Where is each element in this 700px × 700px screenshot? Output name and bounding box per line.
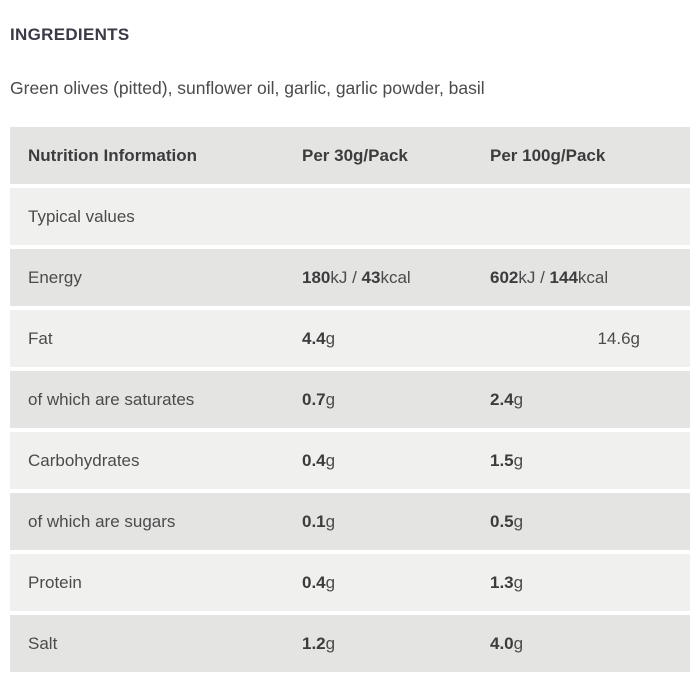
value-number: 2.4 <box>490 389 514 409</box>
row-label: Salt <box>28 633 58 653</box>
value-unit: g <box>325 633 336 653</box>
row-label: of which are sugars <box>28 511 176 531</box>
value-per100: 1.3g <box>490 573 690 593</box>
value-per30: 1.2g <box>302 634 490 654</box>
value-number: 144 <box>549 267 578 287</box>
value-number: 0.4 <box>302 572 326 592</box>
row-label: of which are saturates <box>28 389 195 409</box>
value-unit: g <box>325 389 336 409</box>
column-header-per-30g-pack: Per 30g/Pack <box>302 145 408 165</box>
value-unit: kcal <box>577 267 609 287</box>
value-per30: 0.4g <box>302 573 490 593</box>
value-unit: g <box>325 328 336 348</box>
value-unit: g <box>325 572 336 592</box>
value-per100: 0.5g <box>490 512 690 532</box>
row-label: Fat <box>28 328 53 348</box>
value-unit: g <box>325 511 336 531</box>
value-per30: 180kJ / 43kcal <box>302 268 490 288</box>
table-body: Typical values Energy 180kJ / 43kcal 602kJ … <box>10 188 690 672</box>
value-number: 4.4 <box>302 328 326 348</box>
value-per100: 14.6g <box>490 329 690 349</box>
value-unit: g <box>513 450 524 470</box>
value-unit: kcal <box>380 267 411 287</box>
table-row: Energy 180kJ / 43kcal 602kJ / 144kcal <box>10 249 690 306</box>
value-number: 180 <box>302 267 331 287</box>
column-header-nutrition-information: Nutrition Information <box>28 145 198 165</box>
value-number: 0.4 <box>302 450 326 470</box>
value-per100: 602kJ / 144kcal <box>490 268 690 288</box>
value-number: 602 <box>490 267 519 287</box>
value-per30: 4.4g <box>302 329 490 349</box>
table-row: Protein 0.4g 1.3g <box>10 554 690 611</box>
value-unit: kJ / <box>518 267 550 287</box>
value-per30: 0.4g <box>302 451 490 471</box>
row-label: Energy <box>28 267 82 287</box>
value-number: 43 <box>361 267 381 287</box>
value-number: 1.3 <box>490 572 514 592</box>
value-per100: 2.4g <box>490 390 690 410</box>
value-number: 0.7 <box>302 389 326 409</box>
value-per100: 4.0g <box>490 634 690 654</box>
table-row: of which are saturates 0.7g 2.4g <box>10 371 690 428</box>
table-row: Carbohydrates 0.4g 1.5g <box>10 432 690 489</box>
ingredients-heading: INGREDIENTS <box>10 25 130 44</box>
table-row: Salt 1.2g 4.0g <box>10 615 690 672</box>
value-number: 1.5 <box>490 450 514 470</box>
ingredients-text: Green olives (pitted), sunflower oil, ga… <box>10 78 485 98</box>
row-label: Typical values <box>28 206 135 226</box>
table-header-row: Nutrition Information Per 30g/Pack Per 1… <box>10 127 690 184</box>
value-number: 0.5 <box>490 511 514 531</box>
value-number: 0.1 <box>302 511 326 531</box>
value-number: 4.0 <box>490 633 514 653</box>
value-per30: 0.7g <box>302 390 490 410</box>
value-per100: 1.5g <box>490 451 690 471</box>
column-header-per-100g-pack: Per 100g/Pack <box>490 145 606 165</box>
value-unit: g <box>513 633 524 653</box>
value-unit: g <box>513 511 524 531</box>
row-label: Carbohydrates <box>28 450 140 470</box>
row-label: Protein <box>28 572 82 592</box>
value-unit: 14.6g <box>597 328 640 348</box>
value-unit: kJ / <box>330 267 362 287</box>
value-unit: g <box>513 572 524 592</box>
table-row: of which are sugars 0.1g 0.5g <box>10 493 690 550</box>
value-number: 1.2 <box>302 633 326 653</box>
value-unit: g <box>513 389 524 409</box>
nutrition-table: Nutrition Information Per 30g/Pack Per 1… <box>10 127 690 672</box>
value-unit: g <box>325 450 336 470</box>
table-row: Typical values <box>10 188 690 245</box>
value-per30: 0.1g <box>302 512 490 532</box>
table-row: Fat 4.4g 14.6g <box>10 310 690 367</box>
